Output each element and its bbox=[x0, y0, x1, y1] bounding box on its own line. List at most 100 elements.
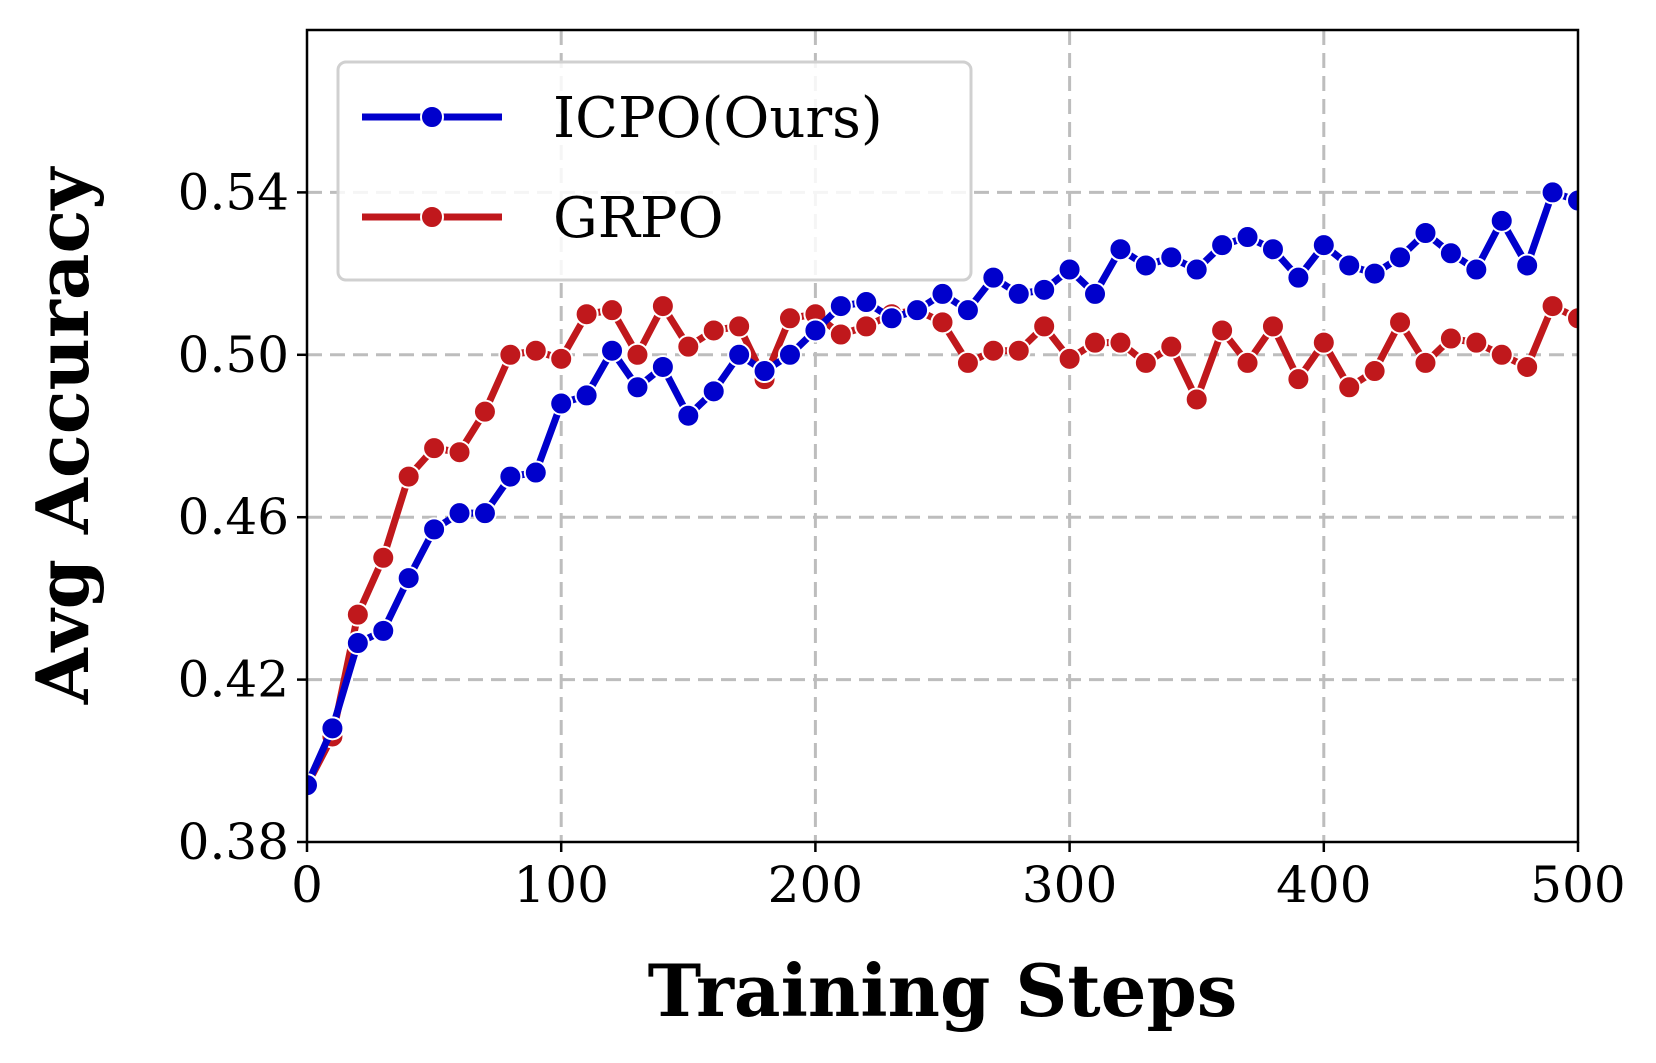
y-tick-label: 0.54 bbox=[178, 163, 289, 221]
data-point bbox=[396, 464, 421, 489]
data-point bbox=[981, 338, 1006, 363]
x-tick-label: 0 bbox=[291, 856, 323, 914]
data-point bbox=[1286, 265, 1311, 290]
data-point bbox=[1515, 354, 1540, 379]
legend-item: GRPO bbox=[362, 186, 724, 251]
data-point bbox=[472, 501, 497, 526]
data-point bbox=[523, 338, 548, 363]
data-point bbox=[1566, 188, 1578, 213]
data-point bbox=[727, 342, 752, 367]
x-tick-label: 200 bbox=[768, 856, 863, 914]
legend-marker bbox=[420, 205, 444, 229]
data-point bbox=[345, 602, 370, 627]
y-tick-label: 0.46 bbox=[178, 488, 289, 546]
data-point bbox=[396, 566, 421, 591]
data-point bbox=[1413, 350, 1438, 375]
data-point bbox=[727, 314, 752, 339]
data-point bbox=[549, 391, 574, 416]
legend-label: ICPO(Ours) bbox=[553, 86, 883, 151]
data-point bbox=[676, 334, 701, 359]
data-point bbox=[498, 342, 523, 367]
data-point bbox=[1337, 375, 1362, 400]
data-point bbox=[828, 294, 853, 319]
data-point bbox=[1235, 225, 1260, 250]
data-point bbox=[1006, 338, 1031, 363]
data-point bbox=[676, 403, 701, 428]
data-point bbox=[625, 375, 650, 400]
data-point bbox=[1083, 281, 1108, 306]
data-point bbox=[1438, 241, 1463, 266]
data-point bbox=[1032, 314, 1057, 339]
data-point bbox=[1566, 306, 1578, 331]
plot-frame bbox=[305, 28, 1580, 844]
data-point bbox=[1311, 330, 1336, 355]
data-point bbox=[422, 517, 447, 542]
y-tick-label: 0.42 bbox=[178, 651, 289, 709]
data-point bbox=[371, 545, 396, 570]
data-point bbox=[1388, 310, 1413, 335]
x-tick-label: 400 bbox=[1276, 856, 1371, 914]
data-point bbox=[701, 318, 726, 343]
data-point bbox=[1108, 330, 1133, 355]
data-point bbox=[1057, 346, 1082, 371]
data-point bbox=[625, 342, 650, 367]
data-point bbox=[1388, 245, 1413, 270]
data-point bbox=[1057, 257, 1082, 282]
data-point bbox=[498, 464, 523, 489]
x-tick-label: 500 bbox=[1530, 856, 1625, 914]
data-point bbox=[1464, 330, 1489, 355]
data-point bbox=[1184, 387, 1209, 412]
data-point bbox=[1540, 294, 1565, 319]
legend-item: ICPO(Ours) bbox=[362, 86, 883, 151]
data-point bbox=[574, 302, 599, 327]
data-point bbox=[955, 298, 980, 323]
data-point bbox=[1184, 257, 1209, 282]
data-point bbox=[1540, 180, 1565, 205]
data-point bbox=[854, 290, 879, 315]
data-point bbox=[1515, 253, 1540, 278]
data-point bbox=[1032, 277, 1057, 302]
legend-marker bbox=[420, 105, 444, 129]
data-point bbox=[1413, 221, 1438, 245]
data-point bbox=[371, 618, 396, 643]
data-point bbox=[600, 298, 625, 323]
x-tick-label: 300 bbox=[1022, 856, 1117, 914]
x-tick-label: 100 bbox=[513, 856, 608, 914]
data-point bbox=[1159, 334, 1184, 359]
data-point bbox=[854, 314, 879, 339]
y-axis-title: Avg Accuracy bbox=[20, 166, 105, 706]
series-layer bbox=[307, 180, 1578, 798]
data-point bbox=[472, 399, 497, 424]
data-point bbox=[574, 383, 599, 408]
data-point bbox=[1362, 359, 1387, 384]
data-point bbox=[828, 322, 853, 347]
data-point bbox=[1133, 350, 1158, 375]
data-point bbox=[523, 460, 548, 485]
data-point bbox=[549, 346, 574, 371]
data-point bbox=[1260, 314, 1285, 339]
data-point bbox=[981, 265, 1006, 290]
data-point bbox=[1210, 233, 1235, 258]
data-point bbox=[1210, 318, 1235, 343]
data-point bbox=[803, 318, 828, 343]
series-line bbox=[307, 302, 1578, 787]
data-point bbox=[1006, 281, 1031, 306]
data-point bbox=[1464, 257, 1489, 282]
data-point bbox=[905, 298, 930, 323]
data-point bbox=[701, 379, 726, 404]
data-point bbox=[1337, 253, 1362, 278]
data-point bbox=[1362, 261, 1387, 286]
data-point bbox=[1083, 330, 1108, 355]
data-point bbox=[1438, 326, 1463, 351]
data-point bbox=[1489, 208, 1514, 233]
data-point bbox=[752, 359, 777, 384]
data-point bbox=[650, 294, 675, 319]
axis-ticks: 0 100 200 300 400 500 0.38 0.42 0.46 0.50 0.54 bbox=[178, 163, 1626, 914]
data-point bbox=[1235, 350, 1260, 375]
data-point bbox=[1108, 237, 1133, 262]
data-point bbox=[777, 342, 802, 367]
y-tick-label: 0.38 bbox=[178, 813, 289, 871]
data-point bbox=[1286, 367, 1311, 392]
data-point bbox=[600, 338, 625, 363]
data-point bbox=[1133, 253, 1158, 278]
